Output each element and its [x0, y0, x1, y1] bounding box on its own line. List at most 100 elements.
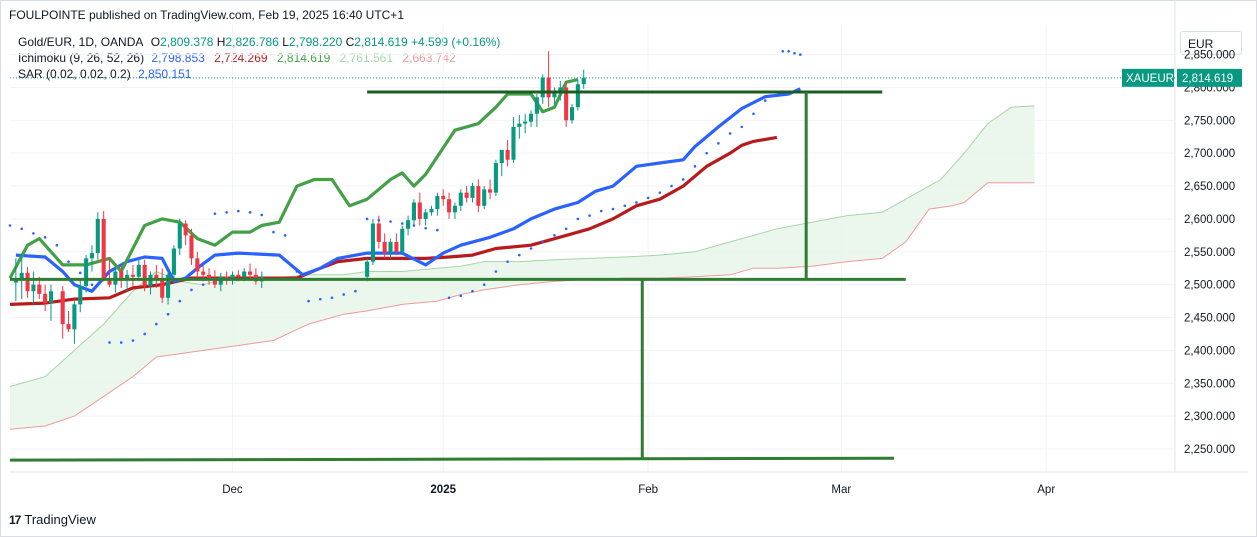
- sar-dot: [670, 184, 673, 188]
- candle-body: [370, 223, 376, 262]
- candle: [78, 278, 83, 313]
- sar-dot: [635, 201, 638, 204]
- candle-body: [464, 192, 469, 198]
- candle-body: [31, 284, 36, 292]
- candle-body: [581, 77, 586, 85]
- sar-dot: [248, 211, 252, 214]
- sar-dot: [763, 99, 767, 102]
- candle: [394, 233, 399, 256]
- candle: [60, 285, 65, 339]
- candle: [136, 259, 141, 282]
- candle: [154, 264, 159, 288]
- candle-body: [499, 149, 504, 164]
- sar-dot: [55, 243, 59, 247]
- candle-body: [66, 324, 71, 330]
- legend-symbol: Gold/EUR, 1D, OANDA: [18, 35, 144, 49]
- candle-body: [19, 272, 24, 279]
- candle-body: [84, 258, 89, 286]
- candle-body: [411, 202, 416, 221]
- candle-body: [435, 195, 440, 210]
- candle-body: [493, 163, 498, 193]
- candle: [206, 268, 212, 285]
- candle: [552, 87, 557, 104]
- candle-body: [177, 223, 182, 249]
- sar-dot: [717, 142, 720, 145]
- candle: [423, 209, 428, 226]
- open-value: 2,809.378: [160, 35, 214, 49]
- candle: [142, 259, 147, 292]
- candle: [488, 179, 493, 200]
- candle: [581, 69, 586, 89]
- candle-body: [60, 291, 65, 325]
- candle: [534, 94, 539, 127]
- candle: [476, 179, 481, 213]
- candle-body: [382, 241, 387, 254]
- candle-body: [130, 274, 135, 277]
- candle-body: [517, 123, 522, 127]
- candle-body: [160, 279, 165, 298]
- candle: [25, 266, 30, 298]
- candle-body: [546, 77, 551, 98]
- sar-dot: [330, 296, 334, 300]
- footer-brand: 17 TradingView: [9, 512, 96, 527]
- sar-dot: [494, 270, 498, 273]
- candle: [417, 192, 422, 226]
- sar-dot: [389, 220, 392, 223]
- candle: [177, 218, 182, 256]
- candle-body: [95, 218, 100, 254]
- candle-body: [78, 285, 83, 305]
- sar-dot: [482, 283, 486, 286]
- sar-dot: [518, 253, 521, 257]
- legend-symbol-row[interactable]: Gold/EUR, 1D, OANDA O2,809.378 H2,826.78…: [18, 34, 500, 50]
- candle: [84, 255, 89, 293]
- sar-dot: [412, 224, 416, 227]
- sar-dot: [424, 226, 427, 230]
- sar-dot: [447, 296, 451, 300]
- sar-dot: [32, 232, 35, 235]
- candle-body: [575, 84, 580, 108]
- sar-dot: [781, 49, 785, 53]
- price-tick-label: 2,550.000: [1184, 247, 1235, 259]
- sar-dot: [728, 132, 732, 135]
- candle: [441, 189, 446, 206]
- candle-body: [48, 291, 54, 304]
- candle: [470, 182, 475, 203]
- price-tick-label: 2,650.000: [1184, 181, 1235, 193]
- time-tick-label: Mar: [831, 484, 851, 496]
- open-label: O: [150, 35, 161, 49]
- candle-body: [107, 278, 112, 285]
- candle-body: [417, 202, 422, 219]
- sar-dot: [646, 196, 650, 200]
- sar-dot: [623, 204, 626, 208]
- sar-dot: [90, 283, 94, 286]
- sar-dot: [740, 125, 744, 129]
- candle-body: [400, 228, 405, 252]
- candle-body: [230, 274, 235, 280]
- candle-body: [540, 77, 545, 98]
- sar-dot: [553, 234, 556, 237]
- sar-dot: [588, 214, 591, 217]
- sar-dot: [307, 299, 310, 303]
- candle: [411, 199, 416, 226]
- candle: [370, 218, 376, 265]
- sar-dot: [799, 53, 802, 56]
- change-value: +4.599 (+0.16%): [411, 35, 501, 49]
- price-tick-label: 2,750.000: [1184, 115, 1235, 127]
- candle: [569, 103, 575, 124]
- candle-body: [505, 149, 510, 160]
- candle: [435, 192, 440, 216]
- sar-dot: [237, 209, 240, 213]
- price-tick-label: 2,400.000: [1184, 345, 1235, 357]
- sar-dot: [213, 212, 217, 215]
- sar-dot: [225, 211, 228, 214]
- sar-dot: [295, 270, 299, 273]
- sar-dot: [681, 178, 685, 181]
- candle-body: [189, 235, 194, 259]
- currency-button[interactable]: EUR: [1180, 31, 1242, 55]
- candle-body: [212, 278, 217, 285]
- candle: [195, 251, 200, 279]
- sar-dot: [178, 299, 182, 303]
- candle: [528, 110, 534, 127]
- candle: [406, 215, 411, 236]
